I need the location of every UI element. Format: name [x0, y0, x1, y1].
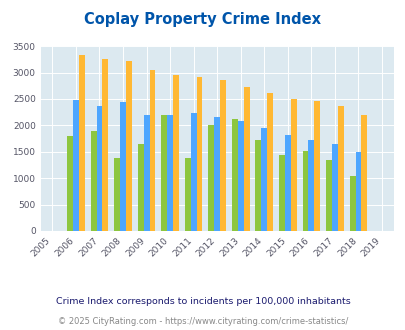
- Bar: [126, 61, 132, 231]
- Bar: [120, 102, 126, 231]
- Bar: [220, 80, 226, 231]
- Bar: [284, 135, 290, 231]
- Bar: [114, 158, 120, 231]
- Bar: [102, 59, 108, 231]
- Text: Coplay Property Crime Index: Coplay Property Crime Index: [84, 12, 321, 26]
- Text: © 2025 CityRating.com - https://www.cityrating.com/crime-statistics/: © 2025 CityRating.com - https://www.city…: [58, 317, 347, 326]
- Bar: [331, 145, 337, 231]
- Bar: [214, 117, 220, 231]
- Bar: [161, 115, 167, 231]
- Bar: [143, 115, 149, 231]
- Text: Crime Index corresponds to incidents per 100,000 inhabitants: Crime Index corresponds to incidents per…: [55, 297, 350, 307]
- Bar: [290, 99, 296, 231]
- Bar: [360, 115, 367, 231]
- Bar: [190, 113, 196, 231]
- Bar: [149, 71, 155, 231]
- Bar: [237, 121, 243, 231]
- Bar: [73, 100, 79, 231]
- Bar: [313, 101, 320, 231]
- Bar: [231, 118, 237, 231]
- Bar: [355, 152, 360, 231]
- Bar: [167, 115, 173, 231]
- Bar: [349, 176, 355, 231]
- Bar: [173, 75, 179, 231]
- Bar: [308, 140, 313, 231]
- Bar: [243, 87, 249, 231]
- Bar: [67, 136, 73, 231]
- Bar: [90, 131, 96, 231]
- Bar: [278, 155, 284, 231]
- Bar: [79, 55, 85, 231]
- Bar: [184, 158, 190, 231]
- Bar: [208, 125, 214, 231]
- Bar: [302, 151, 308, 231]
- Bar: [261, 127, 266, 231]
- Bar: [337, 106, 343, 231]
- Bar: [196, 77, 202, 231]
- Bar: [325, 160, 331, 231]
- Bar: [255, 140, 261, 231]
- Bar: [96, 106, 102, 231]
- Bar: [137, 145, 143, 231]
- Bar: [266, 93, 273, 231]
